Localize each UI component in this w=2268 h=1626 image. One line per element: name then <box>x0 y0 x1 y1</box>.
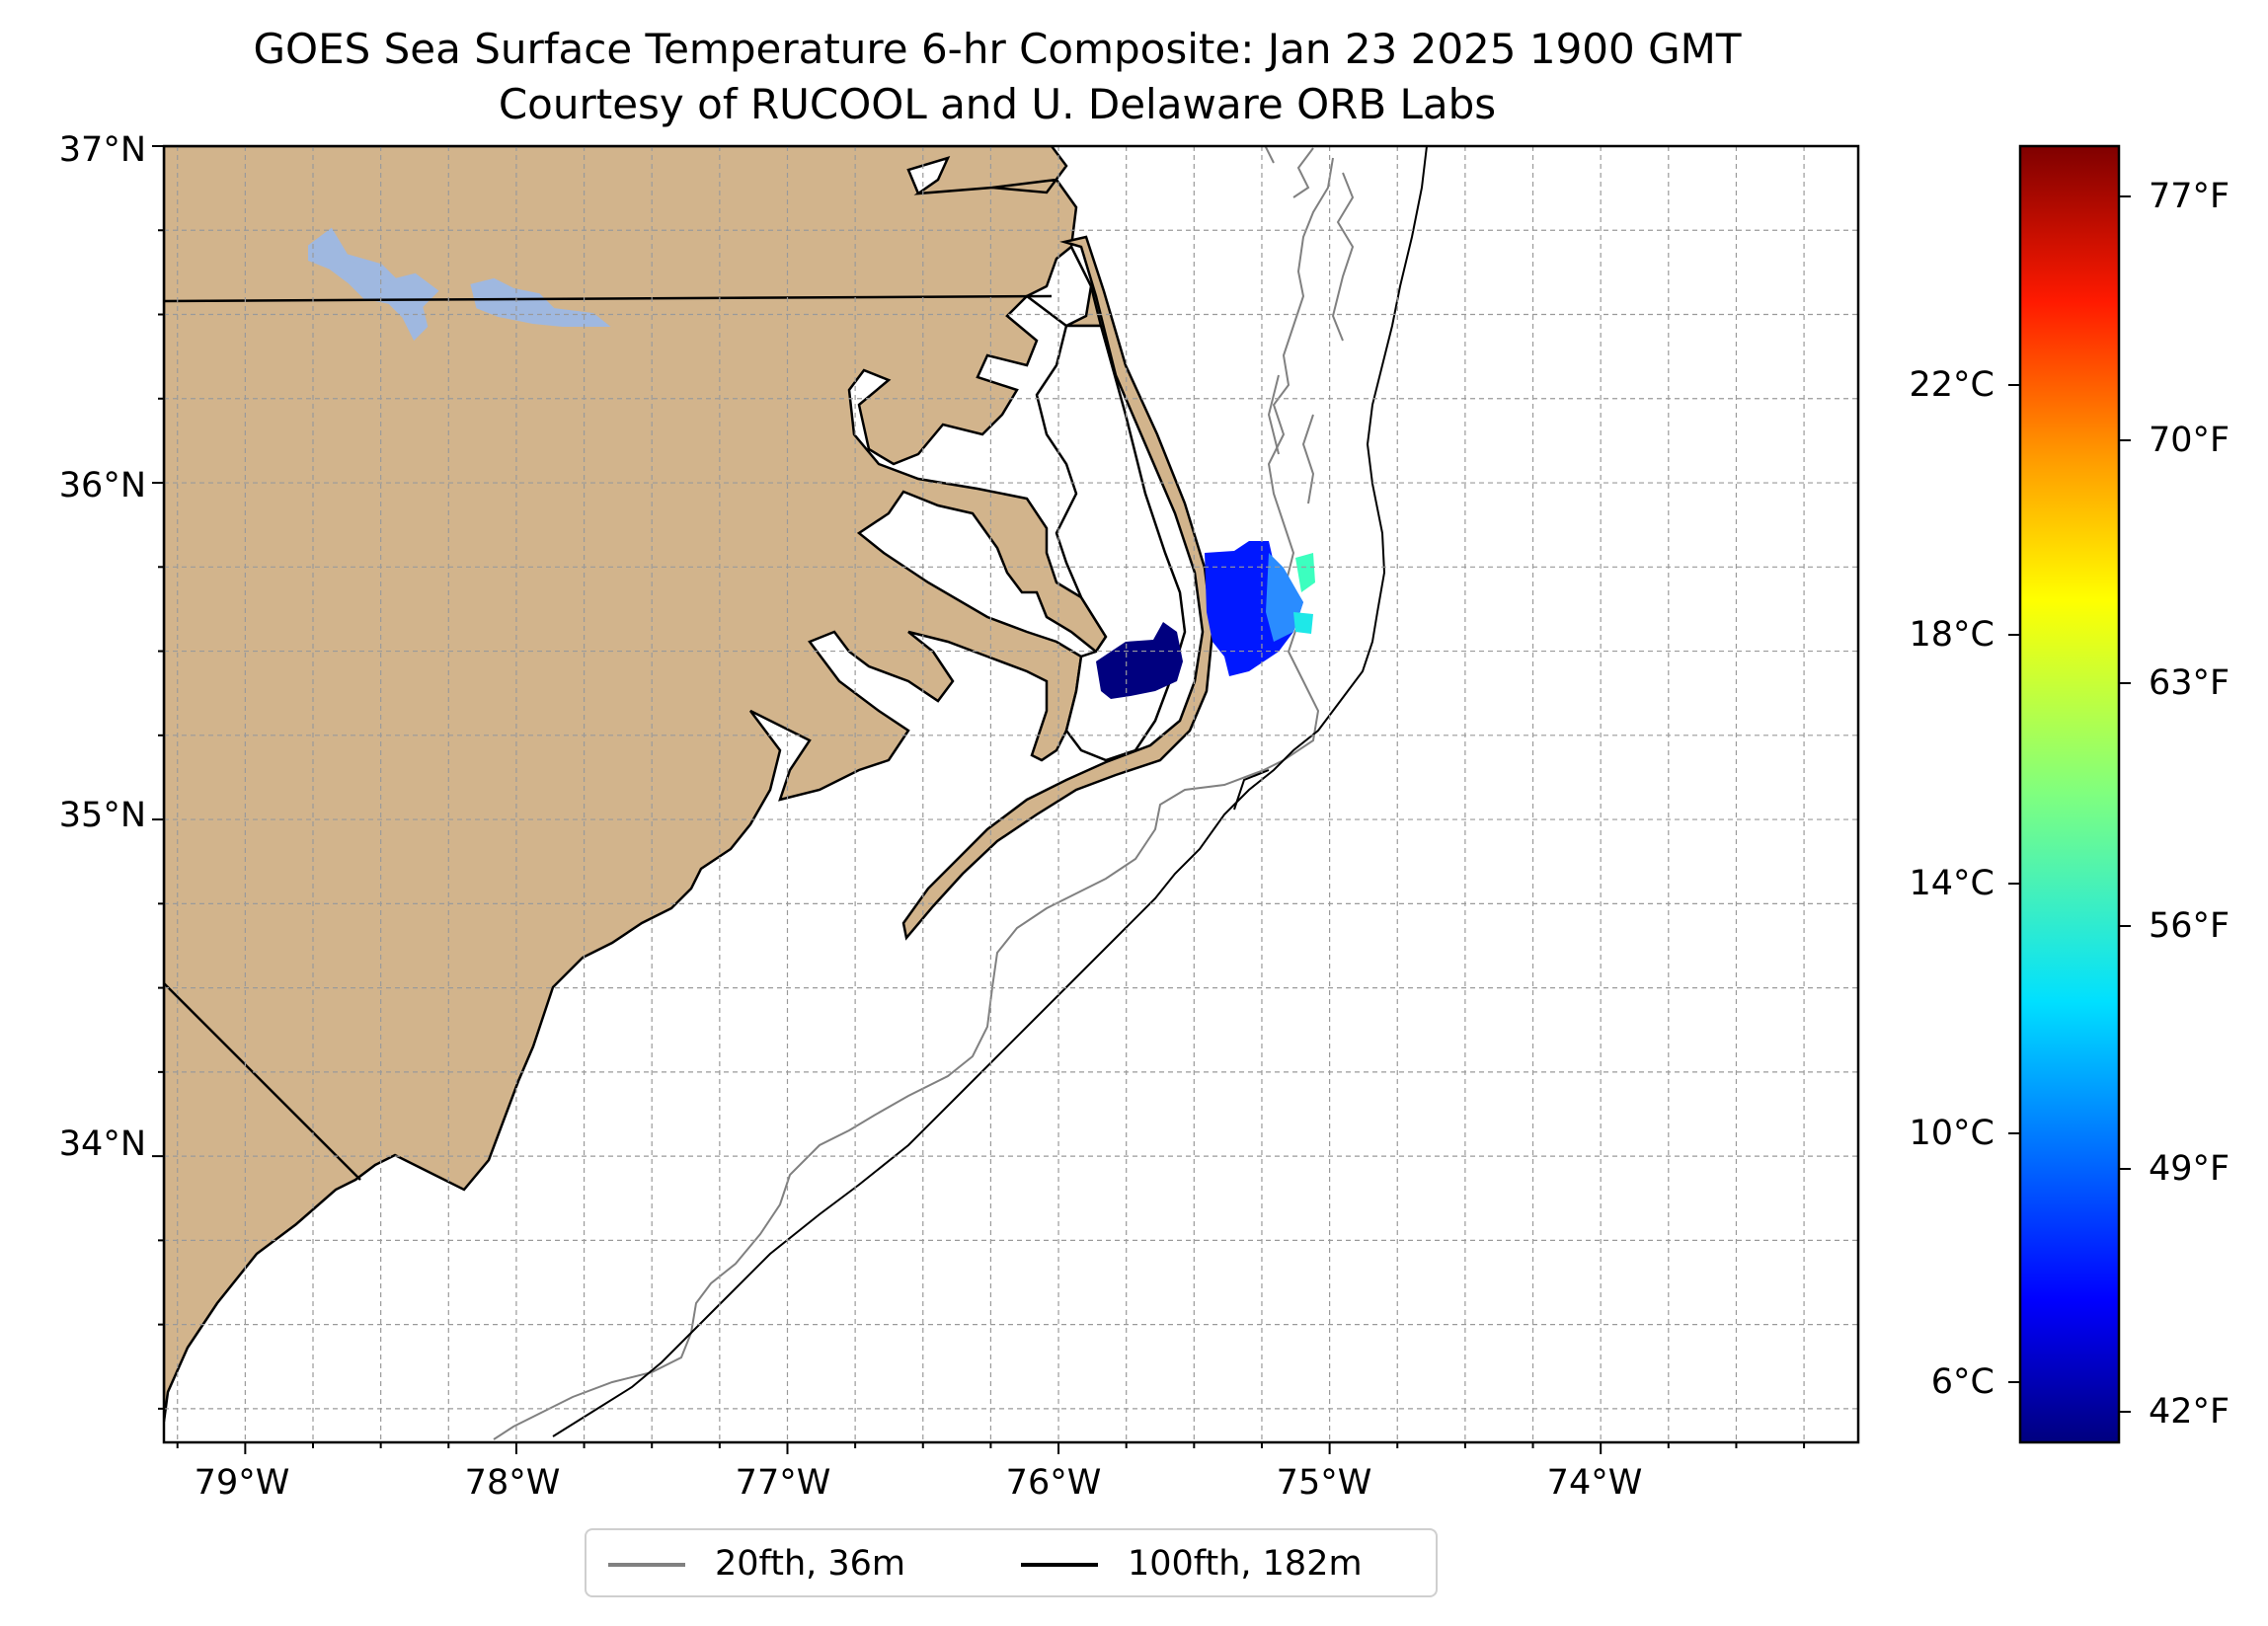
colorbar-label-10c: 10°C <box>1909 1114 1994 1153</box>
lon-label-77w: 77°W <box>735 1463 831 1503</box>
lon-label-76w: 76°W <box>1005 1463 1102 1503</box>
outer-banks <box>901 235 1214 941</box>
isobath-20fth-shoals <box>1264 146 1355 504</box>
colorbar-label-6c: 6°C <box>1930 1362 1994 1402</box>
colorbar-label-49f: 49°F <box>2149 1149 2230 1189</box>
colorbar-ticks <box>2008 195 2131 1413</box>
map-frame <box>162 144 1860 1444</box>
lat-label-37n: 37°N <box>58 130 146 170</box>
gridlines <box>164 146 1858 1442</box>
chart-title: GOES Sea Surface Temperature 6-hr Compos… <box>253 25 1742 73</box>
nc-sc-border <box>164 982 361 1181</box>
lon-label-75w: 75°W <box>1276 1463 1372 1503</box>
colorbar-label-22c: 22°C <box>1909 365 1994 405</box>
va-nc-border <box>164 294 1053 303</box>
sst-layer <box>1096 541 1315 699</box>
legend: 20fth, 36m 100fth, 182m <box>585 1528 1438 1597</box>
isobath-100fth-hatteras <box>1233 769 1270 811</box>
legend-label-20fth: 20fth, 36m <box>715 1544 906 1584</box>
sst-patch-pamlico <box>1096 622 1183 699</box>
lat-label-35n: 35°N <box>58 796 146 835</box>
lat-label-36n: 36°N <box>58 466 146 505</box>
albemarle-sound <box>1024 245 1093 328</box>
lon-label-74w: 74°W <box>1546 1463 1643 1503</box>
legend-swatch-100fth <box>1021 1563 1098 1567</box>
sst-patch-offshore-warm <box>1266 553 1303 642</box>
legend-label-100fth: 100fth, 182m <box>1128 1544 1363 1584</box>
colorbar <box>2018 144 2121 1444</box>
chart-subtitle: Courtesy of RUCOOL and U. Delaware ORB L… <box>498 80 1497 128</box>
axis-ticks <box>152 145 1806 1454</box>
colorbar-label-63f: 63°F <box>2149 663 2230 703</box>
sst-patch-east-edge-2 <box>1293 612 1313 634</box>
lat-label-34n: 34°N <box>58 1124 146 1164</box>
lon-label-79w: 79°W <box>194 1463 290 1503</box>
isobath-20fth <box>493 157 1334 1440</box>
colorbar-label-77f: 77°F <box>2149 177 2230 216</box>
kerr-lake <box>308 227 611 342</box>
map-area <box>164 146 1858 1442</box>
colorbar-label-56f: 56°F <box>2149 906 2230 946</box>
colorbar-label-70f: 70°F <box>2149 421 2230 460</box>
colorbar-label-18c: 18°C <box>1909 615 1994 655</box>
land-north-carolina <box>164 146 1108 1423</box>
colorbar-label-42f: 42°F <box>2149 1392 2230 1432</box>
legend-swatch-20fth <box>608 1563 685 1567</box>
colorbar-label-14c: 14°C <box>1909 864 1994 903</box>
lon-label-78w: 78°W <box>464 1463 561 1503</box>
sst-patch-east-edge <box>1295 553 1315 592</box>
